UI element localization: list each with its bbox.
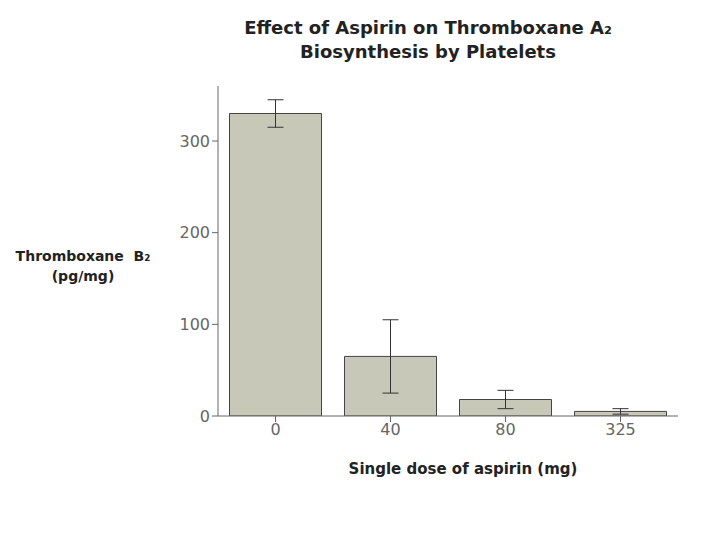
svg-text:300: 300 bbox=[179, 132, 210, 151]
svg-text:325: 325 bbox=[605, 420, 636, 439]
html-text:Effect of Aspirin on Thromboxa: Effect of Aspirin on Thromboxane A₂ Bios… bbox=[244, 17, 612, 62]
html-text:Thromboxane B₂ (pg/mg): Thromboxane B₂ (pg/mg) bbox=[15, 248, 151, 284]
svg-text:80: 80 bbox=[495, 420, 515, 439]
svg-text:200: 200 bbox=[179, 223, 210, 242]
svg-text:0: 0 bbox=[200, 407, 210, 426]
svg-text:0: 0 bbox=[270, 420, 280, 439]
html-text:Single dose of aspirin (mg): Single dose of aspirin (mg) bbox=[348, 460, 578, 478]
svg-text:100: 100 bbox=[179, 315, 210, 334]
svg-text:40: 40 bbox=[380, 420, 400, 439]
